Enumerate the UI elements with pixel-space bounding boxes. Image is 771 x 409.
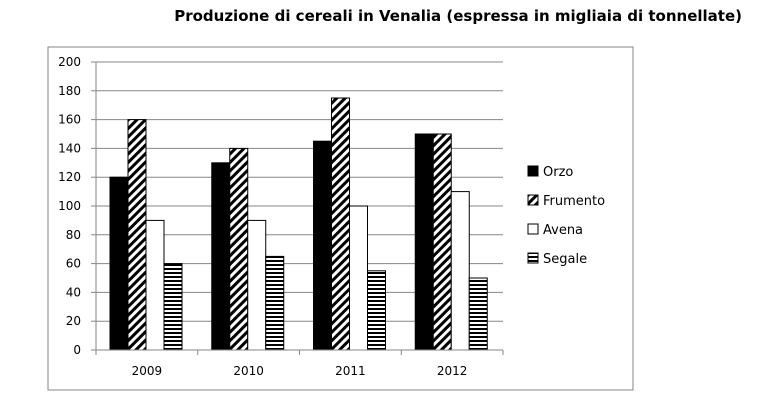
y-tick-label: 20 <box>66 314 81 328</box>
bar-avena-2011 <box>349 205 368 351</box>
y-tick-label: 160 <box>58 113 81 127</box>
x-tick-label: 2009 <box>132 364 163 378</box>
bar-segale-2011 <box>367 270 386 351</box>
legend-label-segale: Segale <box>543 252 587 267</box>
y-tick-label: 40 <box>66 285 81 299</box>
legend-label-frumento: Frumento <box>543 194 605 209</box>
y-tick-label: 80 <box>66 228 81 242</box>
bar-orzo-2009 <box>109 176 129 351</box>
y-tick-label: 140 <box>58 141 81 155</box>
bar-avena-2009 <box>145 219 165 351</box>
legend-label-avena: Avena <box>543 223 583 238</box>
y-tick-label: 0 <box>73 343 81 357</box>
chart-title: Produzione di cereali in Venalia (espres… <box>174 7 742 25</box>
bar-orzo-2011 <box>313 140 332 351</box>
y-tick-label: 100 <box>58 199 81 213</box>
x-tick-label: 2012 <box>437 364 468 378</box>
bar-orzo-2012 <box>414 133 434 351</box>
bar-segale-2010 <box>265 255 285 351</box>
bar-avena-2012 <box>450 191 470 351</box>
x-tick-label: 2011 <box>335 364 366 378</box>
legend-swatch-segale <box>527 252 539 264</box>
bar-segale-2012 <box>468 277 488 351</box>
legend-swatch-orzo <box>527 165 539 177</box>
bar-orzo-2010 <box>211 162 231 351</box>
bar-frumento-2009 <box>127 119 147 351</box>
legend-swatch-avena <box>527 223 539 235</box>
legend-swatch-frumento <box>527 194 539 206</box>
y-tick-label: 180 <box>58 84 81 98</box>
y-tick-label: 200 <box>58 55 81 69</box>
x-tick-label: 2010 <box>233 364 264 378</box>
y-tick-label: 60 <box>66 257 81 271</box>
y-tick-label: 120 <box>58 170 81 184</box>
legend-label-orzo: Orzo <box>543 165 573 180</box>
bar-frumento-2010 <box>229 147 249 351</box>
bar-segale-2009 <box>163 263 183 351</box>
bar-frumento-2011 <box>331 97 350 351</box>
bar-frumento-2012 <box>432 133 452 351</box>
bar-avena-2010 <box>247 219 267 351</box>
